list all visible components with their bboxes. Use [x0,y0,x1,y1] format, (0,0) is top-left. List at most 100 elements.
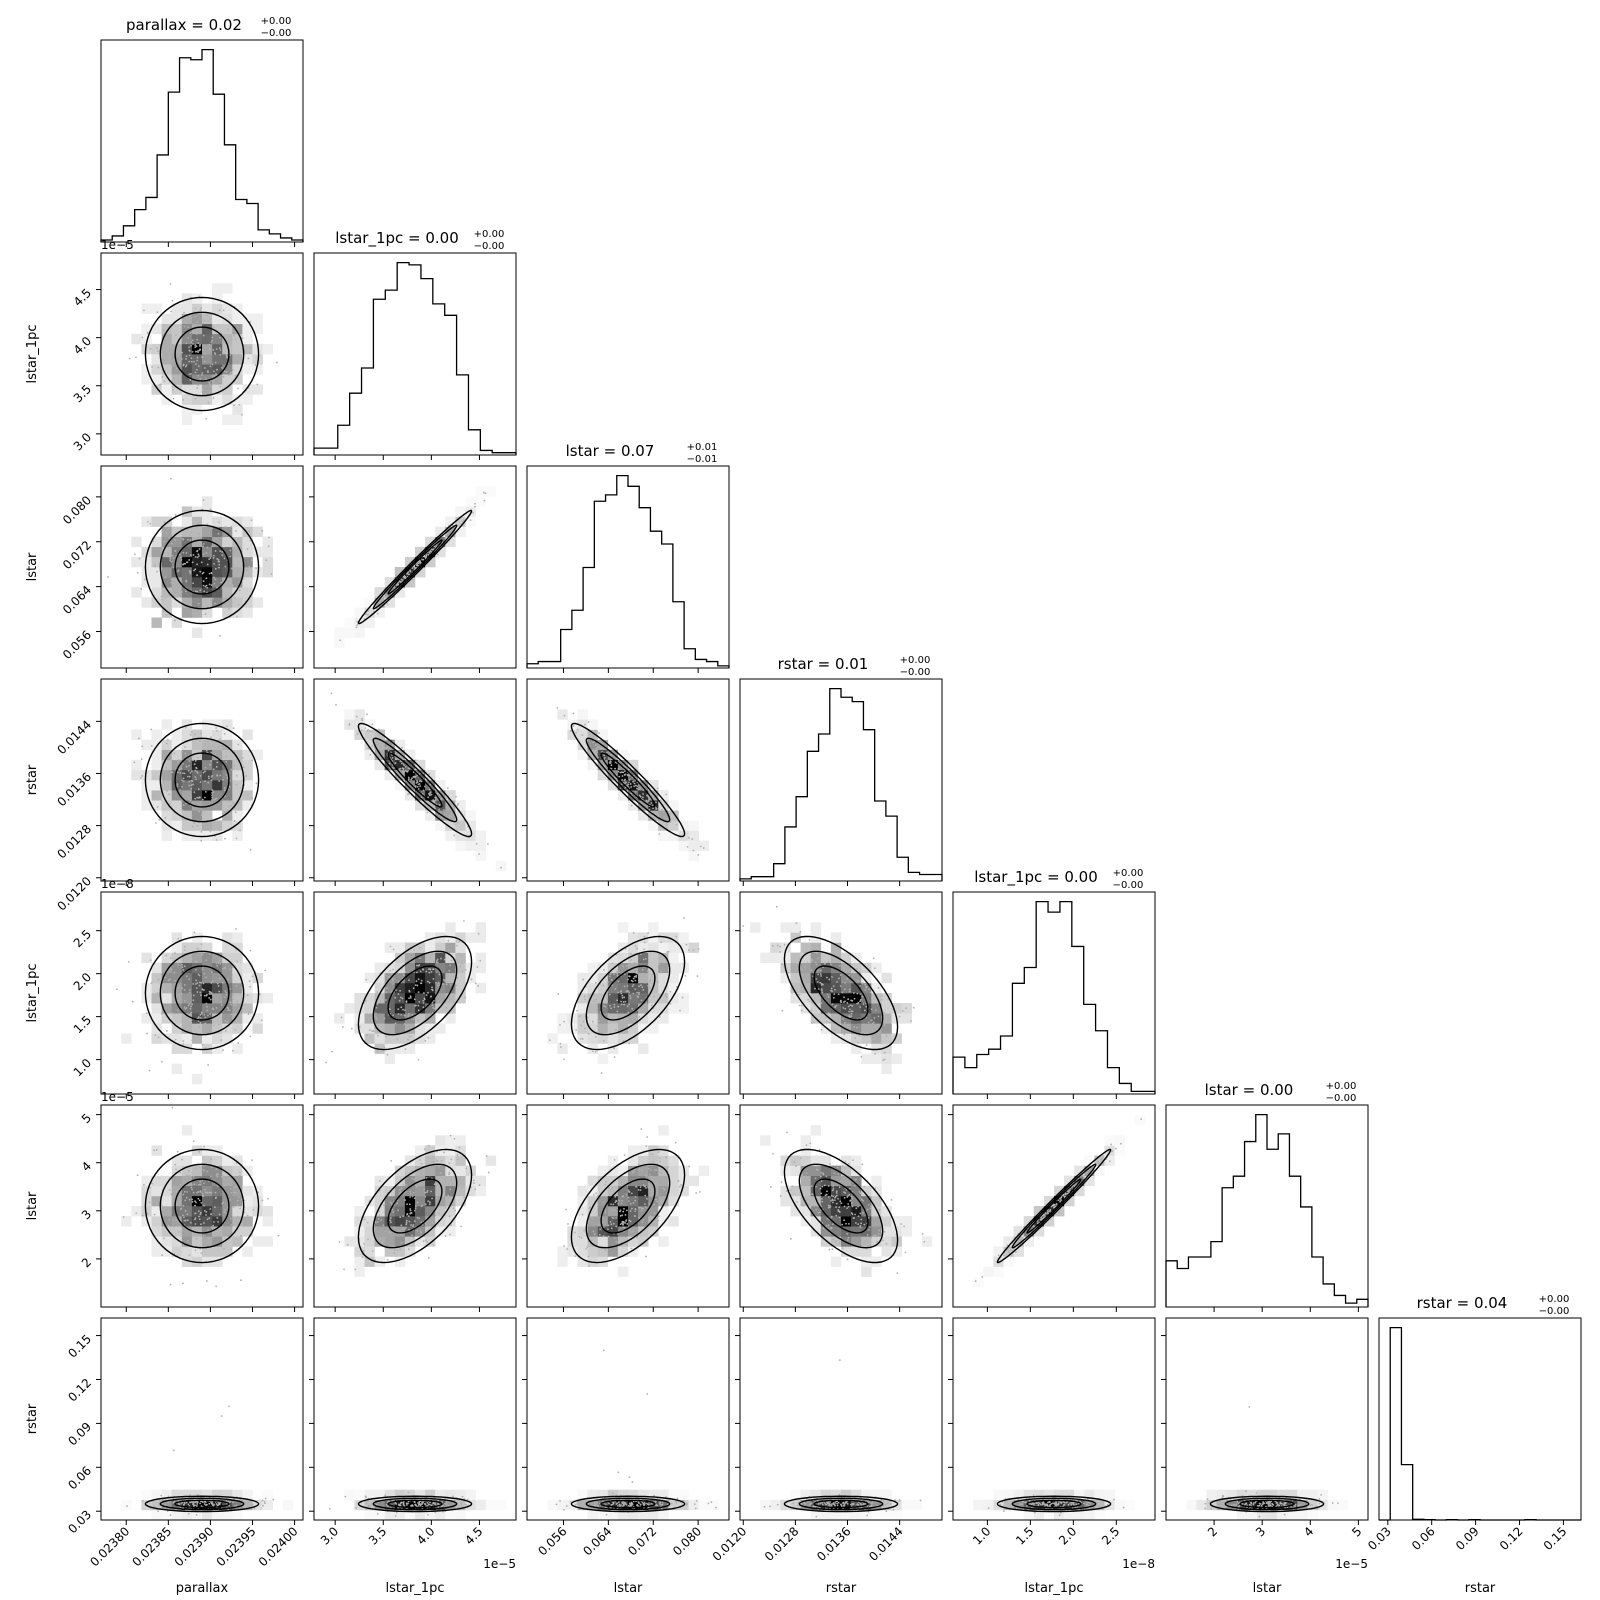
contour-level-0 [600,752,656,808]
sample-point [611,1186,614,1189]
density-cell [810,1175,822,1187]
density-cell [232,1206,243,1217]
sample-point [643,1185,646,1188]
sample-point [204,367,206,369]
sample-point [386,1024,389,1026]
sample-point [210,775,213,778]
sample-point [844,1000,846,1003]
sample-point [171,386,174,388]
density-cell [181,404,193,415]
sample-point [396,1249,399,1252]
sample-point [188,1198,191,1201]
density-cell [191,313,203,324]
density-cell [871,1053,882,1064]
density-cell [344,1003,355,1014]
sample-point [221,554,224,557]
sample-point [454,823,457,826]
sample-point [859,1006,862,1008]
density-cell [394,993,406,1004]
sample-point [685,943,688,946]
density-cell [841,1226,852,1237]
sample-point [201,1179,204,1182]
density-cell [232,414,243,425]
density-cell [181,354,193,365]
density-cell [181,749,193,761]
density-cell [222,1206,233,1217]
sample-point [420,1221,423,1224]
density-cell [222,597,233,608]
density-cell [161,780,172,791]
sample-point [843,1033,846,1036]
sample-point [604,1249,607,1251]
sample-point [464,968,467,971]
sample-point [580,1236,583,1239]
sample-point [847,1005,850,1008]
sample-point [188,784,191,787]
density-cell [212,993,223,1004]
sample-point [622,1223,624,1226]
density-cell [567,729,578,740]
sample-point [167,979,170,982]
density-cell [394,587,406,598]
sample-point [198,1150,201,1153]
density-cell [577,982,588,994]
density-cell [161,556,172,568]
sample-point [422,1240,425,1243]
density-cell [455,1175,466,1187]
sample-point [389,970,392,972]
density-cell [841,972,852,984]
density-cell [881,1033,892,1044]
sample-point [202,1195,205,1197]
sample-point [478,853,480,856]
density-cell [151,1013,162,1024]
sample-point [809,1142,812,1145]
sample-point [820,1180,823,1183]
density-cell [242,333,253,345]
density-cell [668,993,679,1004]
sample-point [854,1222,857,1224]
sample-point [817,945,820,947]
density-cell [242,516,253,527]
sample-point [194,776,197,778]
sample-point [665,1156,668,1159]
density-cell [871,1043,882,1054]
density-cell [688,942,699,953]
density-cell [617,759,629,771]
sample-point [162,329,165,331]
sample-point [406,571,409,574]
sample-point [628,779,631,781]
density-cell [577,1185,588,1197]
density-cell [232,1013,243,1024]
density-cell [374,597,385,608]
sample-point [644,1174,647,1177]
sample-point [202,389,205,391]
sample-point [428,1174,431,1177]
density-cell [455,800,466,811]
sample-point [409,997,412,999]
density-cell [354,1236,365,1247]
sample-point [194,1204,196,1207]
density-cell [161,739,172,750]
sample-point [378,728,380,731]
sample-point [602,1235,605,1237]
sample-point [242,577,245,580]
sample-point [859,1000,861,1003]
sample-point [325,1061,328,1064]
scatter-panel-5-4 [948,1104,1156,1312]
density-cell [374,587,385,598]
sample-point [448,949,451,952]
sample-point [655,801,657,804]
sample-point [835,1190,838,1193]
density-cell [851,1013,862,1024]
sample-point [616,1187,619,1190]
density-cell [658,932,669,943]
sample-point [408,1035,411,1038]
sample-point [366,713,368,716]
sample-point [209,830,212,833]
density-cell [232,1175,243,1187]
density-cell [262,556,273,568]
sample-point [167,553,170,556]
density-cell [191,1206,203,1217]
sample-point [201,371,204,374]
sample-point [825,1021,828,1023]
